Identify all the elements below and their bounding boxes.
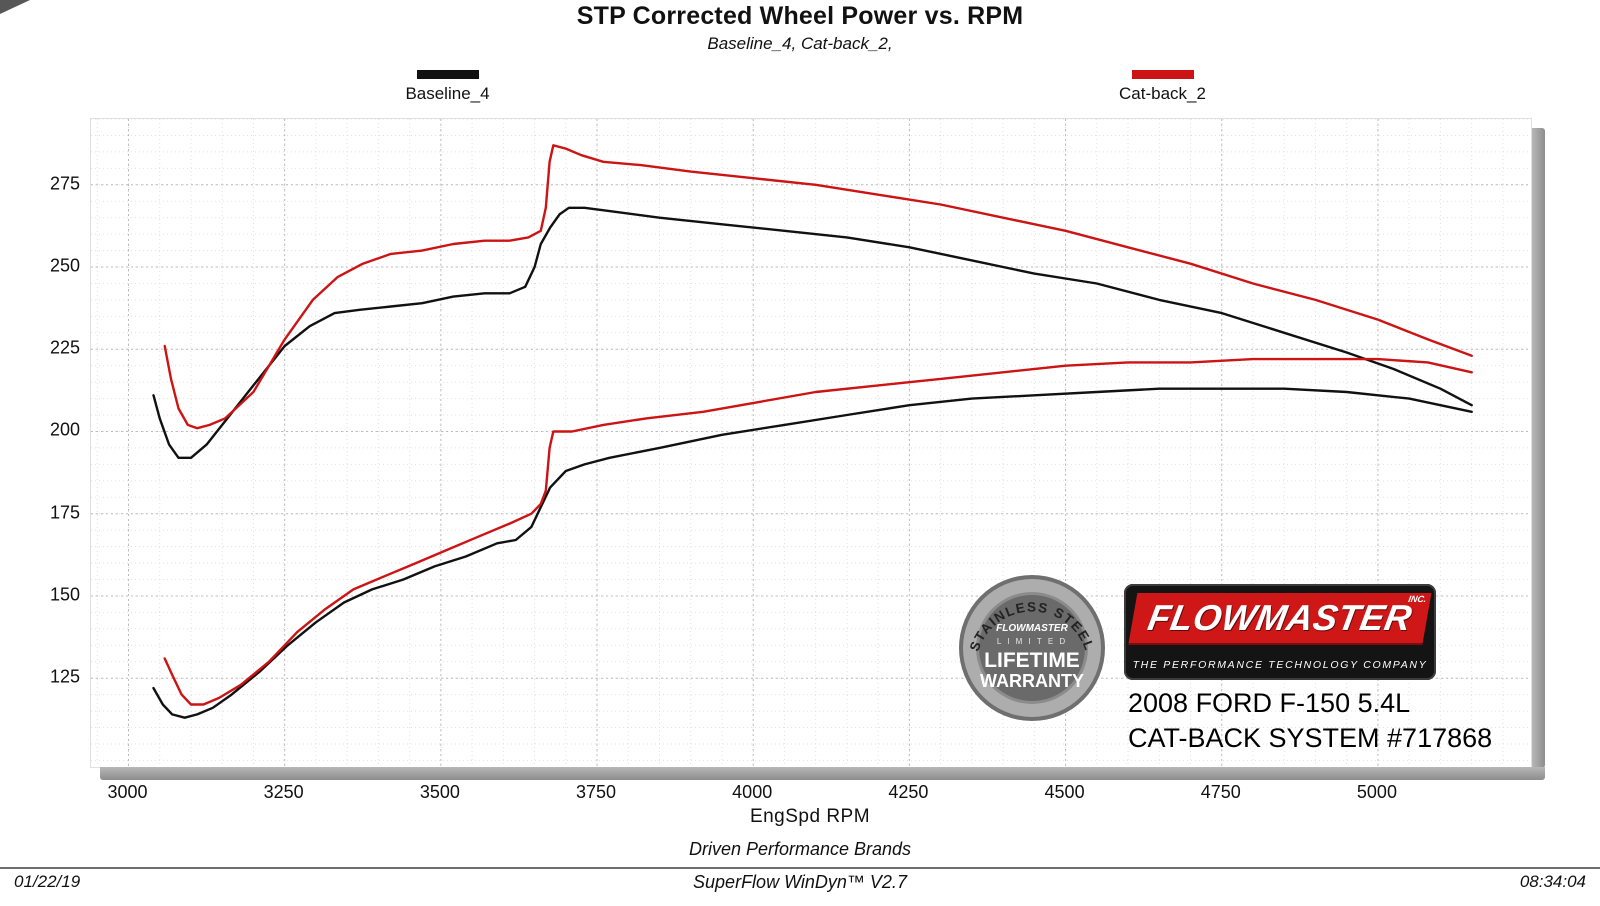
time-stamp: 08:34:04 — [1519, 872, 1586, 891]
x-tick-label: 3250 — [263, 782, 304, 802]
legend-label-catback: Cat-back_2 — [1119, 84, 1206, 103]
y-tick-label: 200 — [49, 419, 80, 440]
badge-core — [979, 595, 1085, 701]
flowmaster-logo: FLOWMASTER INC. THE PERFORMANCE TECHNOLO… — [1124, 584, 1436, 680]
vehicle-description-line1: 2008 FORD F-150 5.4L — [1128, 688, 1411, 718]
x-tick-label: 4000 — [732, 782, 773, 802]
badge-lifetime-text: LIFETIME — [984, 649, 1080, 672]
series-cat-back-2-upper-torque — [163, 144, 1473, 430]
badge-warranty-text: WARRANTY — [980, 671, 1084, 691]
footer-software-line: SuperFlow WinDyn™ V2.7 — [693, 872, 907, 892]
x-tick-label: 3750 — [575, 782, 617, 802]
x-tick-label: 4250 — [888, 782, 929, 802]
y-tick-label: 225 — [49, 337, 80, 358]
series-cat-back-2-lower-power — [163, 357, 1473, 706]
badge-graphic: STAINLESS STEEL FLOWMASTER L I M I T E D… — [959, 575, 1105, 721]
legend-swatch-baseline — [416, 70, 479, 79]
y-tick-label: 125 — [49, 666, 80, 687]
y-tick-label: 150 — [49, 584, 80, 605]
x-tick-label: 3000 — [107, 782, 148, 802]
chart-subtitle: Baseline_4, Cat-back_2, — [707, 34, 893, 53]
badge-brand-text: FLOWMASTER — [996, 623, 1068, 634]
legend-swatch-catback — [1131, 70, 1194, 79]
lifetime-warranty-badge: STAINLESS STEEL FLOWMASTER L I M I T E D… — [957, 573, 1107, 723]
corner-artifact — [0, 0, 30, 14]
y-tick-label: 250 — [49, 255, 80, 276]
series-baseline-4-lower-power — [152, 387, 1473, 719]
vehicle-description-line2: CAT-BACK SYSTEM #717868 — [1128, 723, 1493, 753]
chart-title: STP Corrected Wheel Power vs. RPM — [576, 2, 1024, 30]
footer-brand-line: Driven Performance Brands — [688, 839, 912, 859]
x-tick-label: 3500 — [419, 782, 460, 802]
x-axis-label: EngSpd RPM — [749, 806, 871, 827]
footer-divider — [0, 867, 1600, 869]
x-tick-label: 4750 — [1200, 782, 1241, 802]
legend-item-baseline: Baseline_4 — [385, 70, 510, 104]
x-tick-label: 4500 — [1044, 782, 1085, 802]
flowmaster-logo-text: FLOWMASTER — [1144, 597, 1416, 638]
badge-limited-text: L I M I T E D — [997, 637, 1067, 646]
y-tick-label: 175 — [49, 502, 80, 523]
flowmaster-logo-band: FLOWMASTER INC. — [1128, 593, 1432, 643]
plot-shadow-right — [1532, 128, 1545, 768]
x-tick-label: 5000 — [1356, 782, 1397, 802]
legend-label-baseline: Baseline_4 — [405, 84, 490, 103]
y-tick-label: 275 — [49, 173, 80, 194]
flowmaster-logo-inc: INC. — [1407, 594, 1428, 604]
flowmaster-tagline: THE PERFORMANCE TECHNOLOGY COMPANY — [1132, 659, 1428, 671]
plot-shadow-bottom — [100, 767, 1545, 780]
date-stamp: 01/22/19 — [14, 872, 81, 891]
legend-item-catback: Cat-back_2 — [1100, 70, 1225, 104]
